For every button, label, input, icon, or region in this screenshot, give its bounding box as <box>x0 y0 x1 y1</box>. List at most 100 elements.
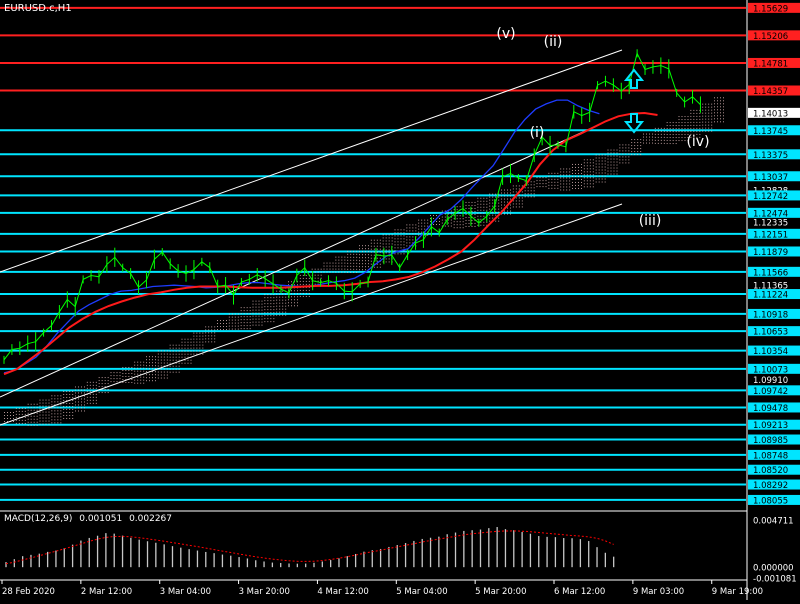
cloud-dot <box>696 130 698 132</box>
cloud-dot <box>397 241 399 243</box>
cloud-dot <box>149 368 150 370</box>
cloud-dot <box>45 420 47 422</box>
price-tick-label: 1.10918 <box>753 310 788 320</box>
cloud-dot <box>723 106 724 108</box>
cloud-dot <box>557 181 559 183</box>
price-tick-label: 1.14781 <box>753 59 788 69</box>
cloud-dot <box>196 347 198 349</box>
cloud-dot <box>418 231 420 233</box>
cloud-dot <box>353 256 355 258</box>
cloud-dot <box>468 207 470 209</box>
cloud-dot <box>723 103 724 105</box>
trend-channel[interactable] <box>0 49 623 426</box>
cloud-dot <box>663 133 665 135</box>
cloud-dot <box>637 139 639 141</box>
cloud-dot <box>282 296 284 298</box>
cloud-dot <box>394 235 396 237</box>
cloud-dot <box>125 378 127 380</box>
cloud-dot <box>566 177 568 179</box>
cloud-dot <box>63 405 65 407</box>
cloud-dot <box>515 188 517 190</box>
cloud-dot <box>616 161 618 163</box>
cloud-dot <box>270 294 272 296</box>
cloud-dot <box>48 405 50 407</box>
cloud-dot <box>678 128 680 130</box>
cloud-dot <box>134 364 136 366</box>
cloud-dot <box>160 374 162 376</box>
cloud-dot <box>258 306 260 308</box>
cloud-dot <box>424 222 426 224</box>
cloud-dot <box>439 221 440 223</box>
cloud-dot <box>353 265 355 267</box>
cloud-dot <box>288 281 289 283</box>
cloud-dot <box>598 157 600 159</box>
cloud-dot <box>175 353 177 355</box>
cloud-dot <box>486 200 488 202</box>
cloud-dot <box>424 219 426 221</box>
cloud-dot <box>471 219 473 221</box>
cloud-dot <box>178 344 180 346</box>
cloud-dot <box>459 221 461 223</box>
cloud-dot <box>7 412 8 413</box>
cloud-dot <box>554 184 556 186</box>
cloud-dot <box>589 183 591 185</box>
cloud-dot <box>255 321 257 323</box>
cloud-dot <box>572 184 573 186</box>
cloud-dot <box>453 215 455 217</box>
cloud-dot <box>687 134 689 136</box>
cloud-dot <box>554 181 556 183</box>
cloud-dot <box>643 142 644 144</box>
cloud-dot <box>595 178 597 180</box>
cloud-dot <box>279 302 281 304</box>
cloud-dot <box>305 283 307 285</box>
cloud-dot <box>589 162 591 164</box>
cloud-dot <box>616 173 618 175</box>
cloud-dot <box>365 248 366 250</box>
cloud-dot <box>379 263 381 265</box>
price-tag-bg <box>748 171 800 182</box>
cloud-dot <box>512 188 514 190</box>
cloud-dot <box>116 372 118 374</box>
cloud-dot <box>456 224 458 226</box>
cloud-dot <box>510 192 511 194</box>
cloud-dot <box>563 180 565 182</box>
time-tick-label: 9 Mar 19:00 <box>712 587 763 597</box>
cloud-dot <box>654 127 656 129</box>
cloud-dot <box>84 392 85 394</box>
price-tick-label: 1.10354 <box>753 347 788 357</box>
wave-label: (v) <box>496 26 515 42</box>
cloud-dot <box>634 154 636 156</box>
cloud-dot <box>684 140 686 142</box>
cloud-dot <box>193 338 195 340</box>
cloud-dot <box>365 260 366 262</box>
cloud-dot <box>498 193 500 195</box>
cloud-dot <box>507 201 508 203</box>
cloud-dot <box>548 187 550 189</box>
cloud-dot <box>181 356 183 358</box>
cloud-dot <box>533 196 535 198</box>
cloud-dot <box>619 144 621 146</box>
cloud-dot <box>160 350 162 352</box>
cloud-dot <box>42 411 44 413</box>
cloud-dot <box>27 418 29 420</box>
cloud-dot <box>424 225 426 227</box>
cloud-dot <box>640 142 642 144</box>
cloud-dot <box>30 421 32 423</box>
cloud-dot <box>335 265 337 267</box>
cloud-dot <box>89 402 91 404</box>
cloud-dot <box>24 419 26 421</box>
cloud-dot <box>510 207 511 209</box>
cloud-dot <box>542 177 544 179</box>
cloud-dot <box>598 178 600 180</box>
cloud-dot <box>465 207 467 209</box>
cloud-dot <box>60 413 62 415</box>
cloud-dot <box>140 364 142 366</box>
cloud-dot <box>652 139 653 141</box>
cloud-dot <box>302 289 304 291</box>
cloud-dot <box>131 381 133 383</box>
cloud-dot <box>563 186 565 188</box>
symbol-title: EURUSD.c,H1 <box>4 3 72 14</box>
cloud-dot <box>75 407 76 409</box>
